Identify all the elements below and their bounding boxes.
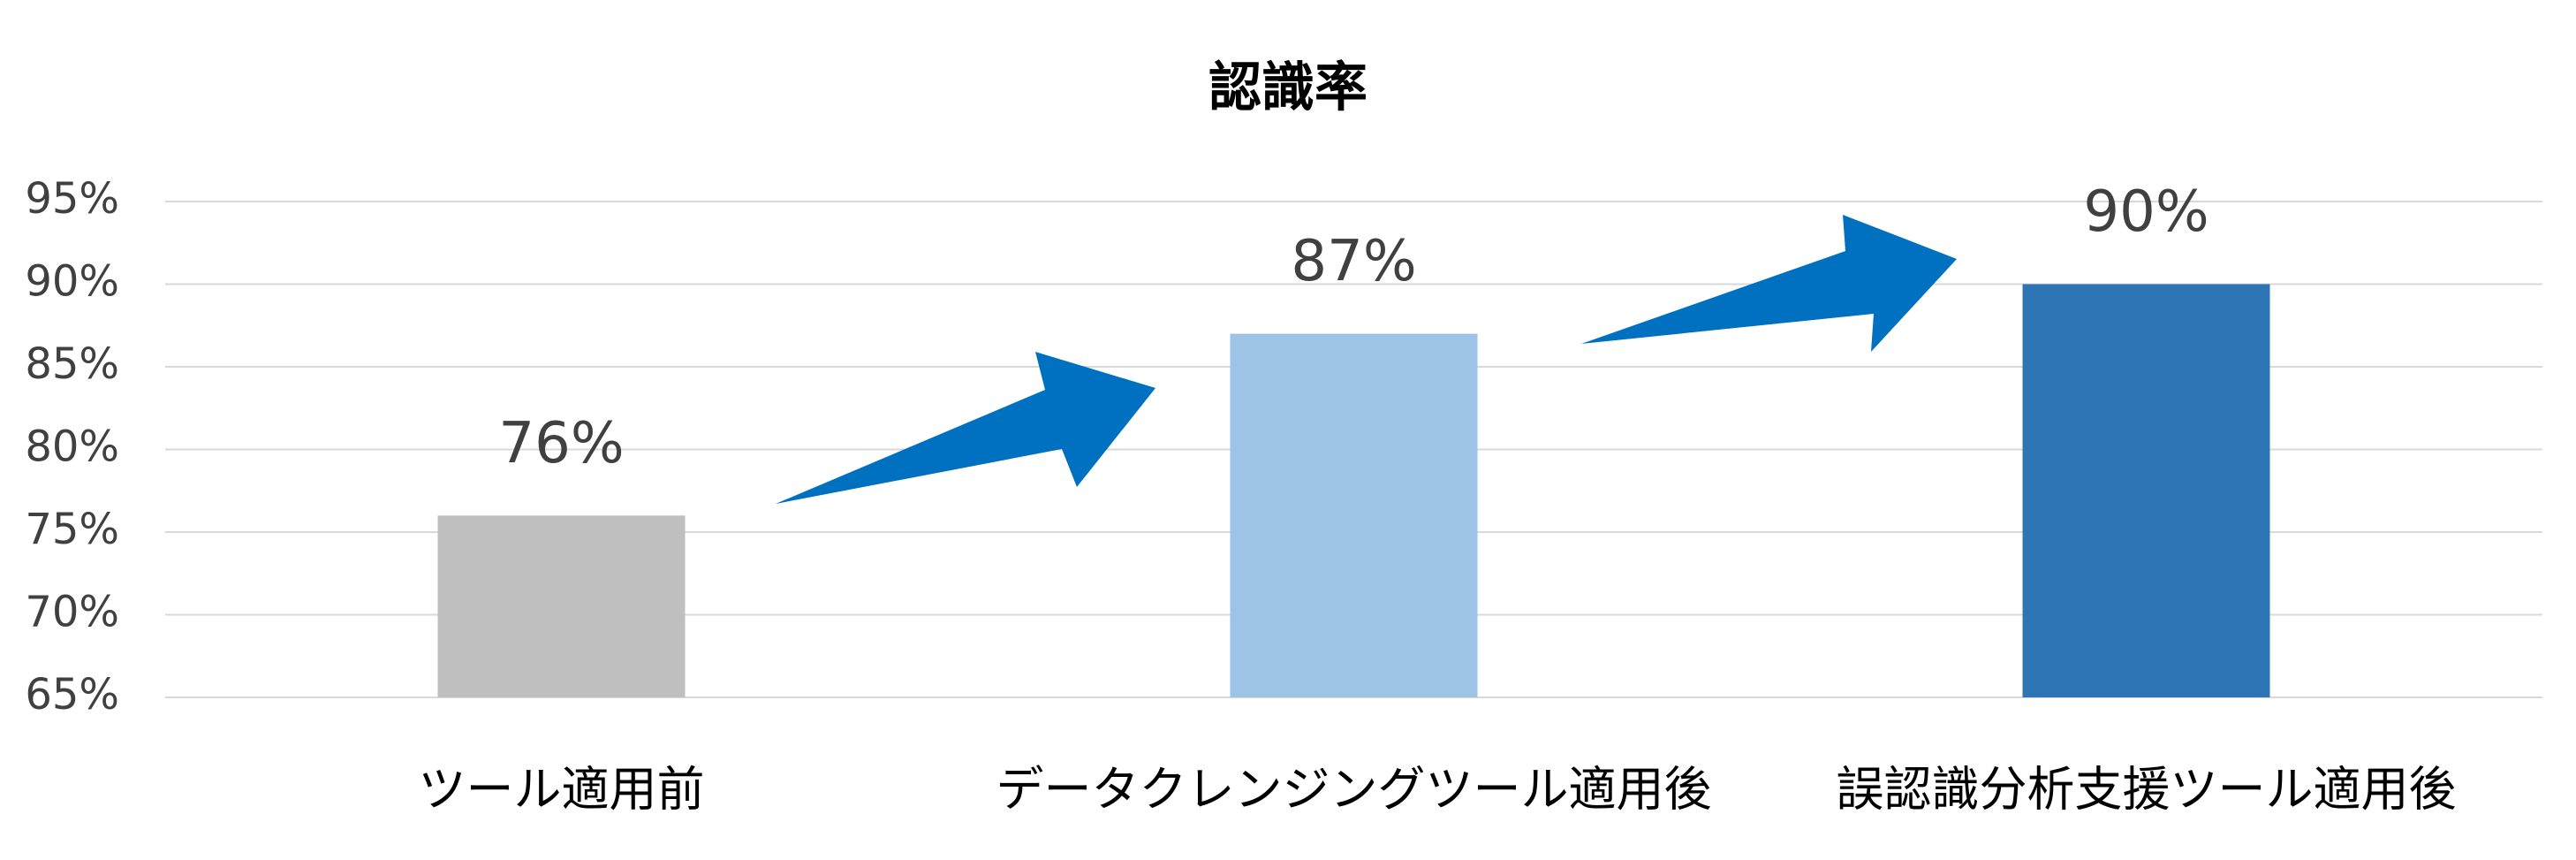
bar bbox=[2022, 284, 2270, 697]
y-tick-label: 80% bbox=[25, 422, 119, 472]
bar bbox=[1230, 333, 1478, 697]
y-tick-label: 70% bbox=[25, 588, 119, 637]
y-tick-label: 95% bbox=[25, 174, 119, 224]
arrow bbox=[776, 352, 1155, 504]
x-tick-label: ツール適用前 bbox=[419, 762, 705, 818]
x-tick-label: 誤認識分析支援ツール適用後 bbox=[1837, 762, 2457, 818]
value-label: 90% bbox=[2083, 179, 2209, 245]
arrow bbox=[1581, 215, 1957, 352]
y-tick-label: 65% bbox=[25, 670, 119, 719]
bar bbox=[437, 515, 686, 697]
chart-title: 認識率 bbox=[1208, 57, 1368, 119]
value-label: 76% bbox=[498, 411, 624, 476]
value-label: 87% bbox=[1291, 229, 1416, 294]
y-tick-label: 85% bbox=[25, 339, 119, 389]
x-tick-label: データクレンジングツール適用後 bbox=[996, 762, 1712, 818]
y-tick-label: 90% bbox=[25, 257, 119, 307]
y-tick-label: 75% bbox=[25, 505, 119, 554]
